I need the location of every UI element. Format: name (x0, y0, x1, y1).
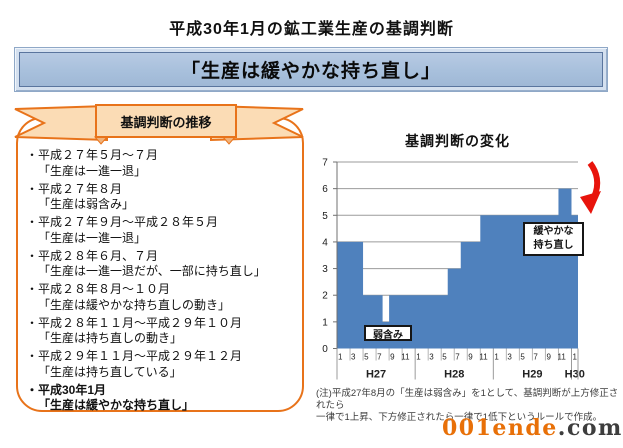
svg-text:3: 3 (507, 353, 512, 362)
history-item-date: ・平成２７年８月 (26, 181, 123, 196)
svg-text:9: 9 (390, 353, 395, 362)
svg-text:1: 1 (416, 353, 421, 362)
chart-footnote-line1: (注)平成27年8月の「生産は弱含み」を1として、基調判断が上方修正されたら (316, 388, 619, 411)
history-item-date: ・平成２８年１１月～平成２９年１０月 (26, 315, 243, 330)
ribbon-left-tail (14, 104, 108, 142)
svg-text:11: 11 (479, 353, 488, 362)
watermark-dark-part: .com (557, 415, 623, 441)
svg-text:5: 5 (442, 353, 447, 362)
history-item-judgment: 「生産は持ち直しの動き」 (38, 331, 183, 345)
current-judgment-label-box: 緩やかな 持ち直し (523, 222, 584, 256)
svg-text:9: 9 (546, 353, 551, 362)
history-item-judgment: 「生産は一進一退」 (38, 230, 147, 245)
history-item: ・平成２７年８月 「生産は弱含み」 (26, 182, 296, 213)
history-item-judgment: 「生産は緩やかな持ち直し」 (38, 398, 195, 412)
svg-text:11: 11 (401, 353, 410, 362)
weak-judgment-label-box: 弱含み (364, 325, 412, 341)
history-item-date: ・平成２７年５月～７月 (26, 148, 159, 162)
history-item: ・平成２９年１１月～平成２９年１２月 「生産は持ち直している」 (26, 349, 296, 380)
highlight-banner: 「生産は緩やかな持ち直し」 (14, 47, 608, 92)
history-item-judgment: 「生産は緩やかな持ち直しの動き」 (38, 297, 231, 312)
svg-text:11: 11 (558, 353, 567, 362)
weak-judgment-label: 弱含み (373, 329, 403, 341)
svg-text:1: 1 (322, 317, 328, 328)
svg-text:4: 4 (322, 237, 328, 248)
svg-text:3: 3 (322, 264, 328, 275)
history-item-date: ・平成２９年１１月～平成２９年１２月 (26, 349, 243, 363)
svg-text:1: 1 (494, 353, 499, 362)
svg-text:3: 3 (429, 353, 434, 362)
history-item: ・平成２８年６月、７月 「生産は一進一退だが、一部に持ち直し」 (26, 249, 296, 280)
svg-text:9: 9 (468, 353, 473, 362)
red-down-arrow-icon (580, 161, 601, 214)
svg-text:7: 7 (377, 353, 382, 362)
svg-text:5: 5 (520, 353, 525, 362)
svg-text:7: 7 (322, 158, 328, 169)
svg-text:5: 5 (322, 211, 328, 222)
svg-text:0: 0 (322, 344, 328, 355)
svg-text:3: 3 (351, 353, 356, 362)
svg-text:2: 2 (322, 291, 328, 302)
svg-text:6: 6 (322, 184, 328, 195)
watermark: 001ende.com (442, 415, 623, 441)
history-item-judgment: 「生産は一進一退だが、一部に持ち直し」 (38, 264, 266, 278)
judgment-history-list: ・平成２７年５月～７月 「生産は一進一退」 ・平成２７年８月 「生産は弱含み」 ・平成２… (26, 148, 296, 414)
history-item-date: ・平成２８年６月、７月 (26, 248, 159, 263)
history-item-date: ・平成２７年９月～平成２８年５月 (26, 215, 219, 229)
svg-text:1: 1 (573, 353, 578, 362)
svg-text:H27: H27 (366, 369, 386, 381)
svg-text:H28: H28 (444, 369, 464, 381)
history-item: ・平成２７年５月～７月 「生産は一進一退」 (26, 148, 296, 179)
history-item-date: ・平成２８年８月～１０月 (26, 282, 171, 296)
history-item-judgment: 「生産は持ち直している」 (38, 364, 182, 379)
svg-text:5: 5 (364, 353, 369, 362)
svg-text:1: 1 (338, 353, 343, 362)
current-judgment-label-line2: 持ち直し (533, 240, 574, 251)
history-item: ・平成２７年９月～平成２８年５月 「生産は一進一退」 (26, 215, 296, 246)
svg-text:H30: H30 (565, 369, 585, 381)
chart-footnote: (注)平成27年8月の「生産は弱含み」を1として、基調判断が上方修正されたら 一… (316, 388, 620, 424)
highlight-banner-inner: 「生産は緩やかな持ち直し」 (19, 52, 603, 87)
svg-text:7: 7 (533, 353, 538, 362)
history-item-judgment: 「生産は一進一退」 (38, 163, 147, 178)
watermark-orange-part: 001ende (442, 415, 558, 441)
judgment-history-panel: ・平成２７年５月～７月 「生産は一進一退」 ・平成２７年８月 「生産は弱含み」 ・平成２… (16, 117, 304, 412)
chart-title: 基調判断の変化 (405, 133, 510, 149)
chart-footnote-line2: 一律で1上昇、下方修正されたら一律で1低下というルールで作成。 (316, 412, 603, 423)
ribbon-label: 基調判断の推移 (120, 114, 212, 130)
page-title: 平成30年1月の鉱工業生産の基調判断 (169, 21, 454, 38)
history-item-judgment: 「生産は弱含み」 (38, 197, 135, 211)
history-item-date: ・平成30年1月 (26, 382, 107, 397)
svg-text:7: 7 (455, 353, 460, 362)
ribbon-label-box: 基調判断の推移 (95, 104, 237, 138)
current-judgment-label-line1: 緩やかな (533, 226, 574, 237)
banner-label: 「生産は緩やかな持ち直し」 (180, 61, 441, 82)
history-item: ・平成２８年８月～１０月 「生産は緩やかな持ち直しの動き」 (26, 282, 296, 313)
history-item: ・平成２８年１１月～平成２９年１０月 「生産は持ち直しの動き」 (26, 316, 296, 347)
history-item: ・平成30年1月 「生産は緩やかな持ち直し」 (26, 383, 296, 414)
svg-text:H29: H29 (522, 369, 542, 381)
